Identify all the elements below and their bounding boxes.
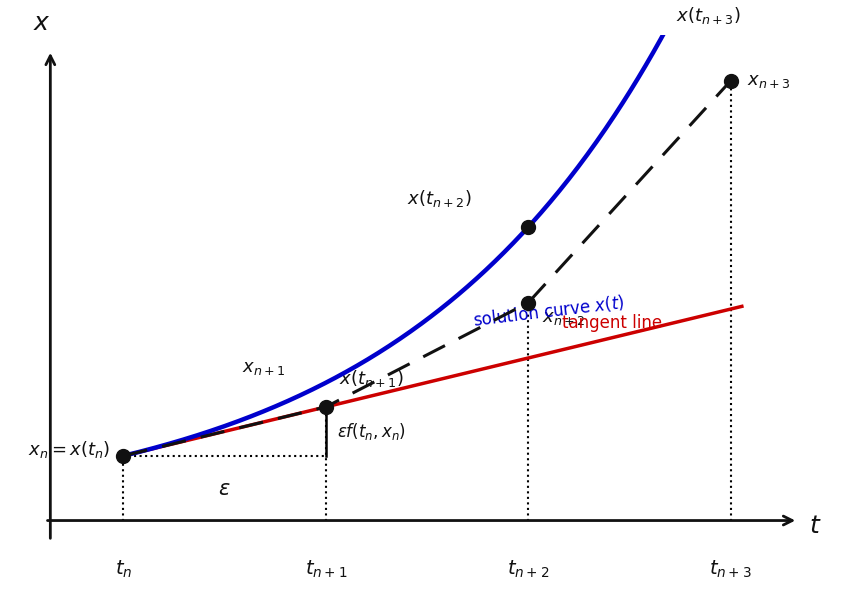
Text: solution curve $x(t)$: solution curve $x(t)$	[472, 292, 626, 330]
Text: $t_n$: $t_n$	[115, 559, 132, 580]
Text: $t_{n+2}$: $t_{n+2}$	[507, 559, 549, 580]
Text: $x_{n+2}$: $x_{n+2}$	[541, 308, 585, 326]
Text: $x_n = x(t_n)$: $x_n = x(t_n)$	[27, 439, 110, 460]
Text: $x(t_{n+1})$: $x(t_{n+1})$	[339, 368, 404, 389]
Text: $t$: $t$	[809, 514, 822, 538]
Text: $\epsilon$: $\epsilon$	[218, 480, 231, 499]
Text: tangent line: tangent line	[562, 314, 662, 332]
Text: $t_{n+1}$: $t_{n+1}$	[304, 559, 347, 580]
Point	[521, 298, 535, 308]
Point	[319, 402, 332, 412]
Text: $\epsilon f(t_n, x_n)$: $\epsilon f(t_n, x_n)$	[337, 421, 406, 442]
Point	[116, 451, 130, 460]
Text: $x$: $x$	[32, 11, 50, 35]
Text: $x_{n+1}$: $x_{n+1}$	[242, 359, 286, 377]
Text: $t_{n+3}$: $t_{n+3}$	[709, 559, 752, 580]
Text: $x_{n+3}$: $x_{n+3}$	[747, 72, 791, 90]
Text: $x(t_{n+2})$: $x(t_{n+2})$	[407, 188, 472, 209]
Text: $x(t_{n+3})$: $x(t_{n+3})$	[676, 5, 740, 26]
Point	[724, 76, 738, 86]
Point	[521, 222, 535, 232]
